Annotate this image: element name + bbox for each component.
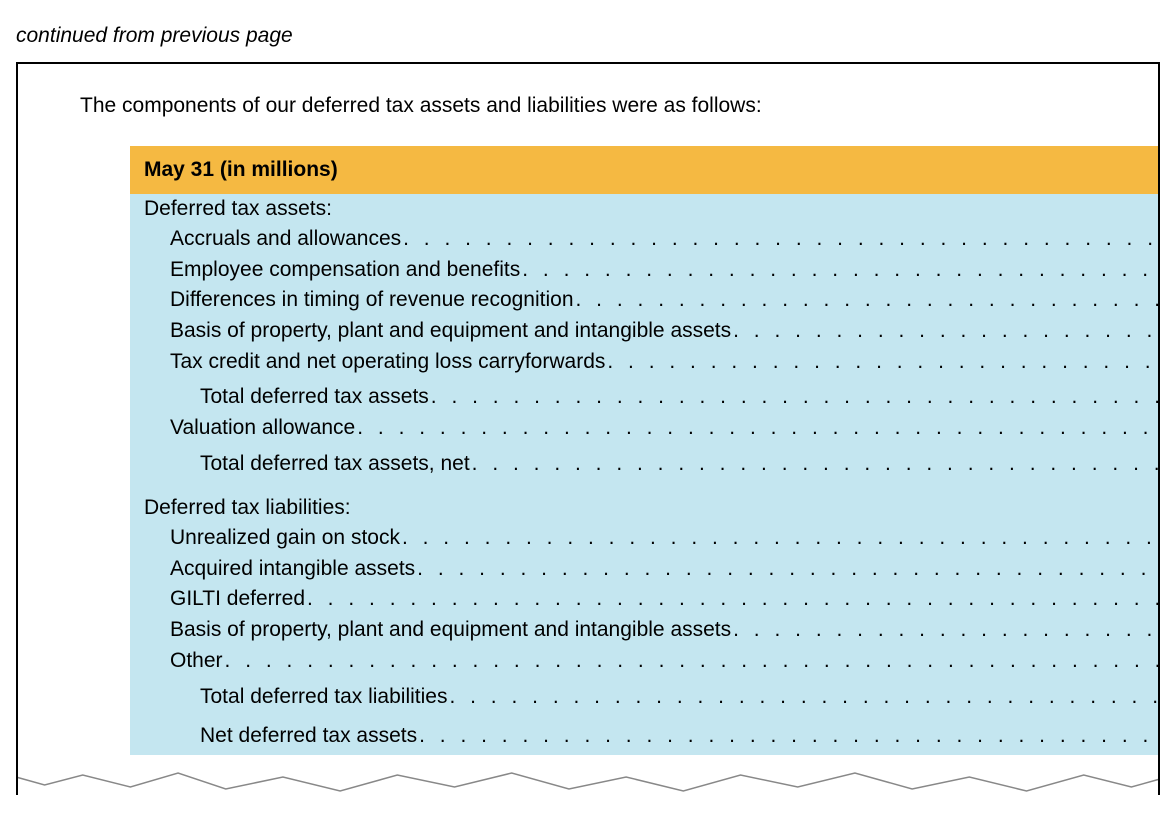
table-row: Tax credit and net operating loss carryf… (130, 346, 1160, 377)
row-label: Differences in timing of revenue recogni… (130, 285, 1160, 315)
row-label: Employee compensation and benefits. . . … (130, 255, 1160, 285)
row-label: Total deferred tax assets, net. . . . . … (130, 448, 1160, 479)
row-label: Basis of property, plant and equipment a… (130, 316, 1160, 346)
row-label: Total deferred tax assets. . . . . . . .… (130, 382, 1160, 412)
row-label: Deferred tax liabilities: (130, 493, 1160, 523)
torn-edge (16, 767, 1160, 795)
table-row: GILTI deferred. . . . . . . . . . . . . … (130, 584, 1160, 614)
table-row: Accruals and allowances. . . . . . . . .… (130, 224, 1160, 254)
row-label: Acquired intangible assets. . . . . . . … (130, 554, 1160, 584)
table-row: Basis of property, plant and equipment a… (130, 615, 1160, 645)
table-row: Deferred tax assets: (130, 194, 1160, 224)
row-label: Deferred tax assets: (130, 194, 1160, 224)
row-label: Tax credit and net operating loss carryf… (130, 346, 1160, 377)
row-label: Accruals and allowances. . . . . . . . .… (130, 224, 1160, 254)
table-row: Employee compensation and benefits. . . … (130, 255, 1160, 285)
deferred-tax-table: May 31 (in millions) 2019 2018 Deferred … (130, 146, 1062, 755)
row-label: Other. . . . . . . . . . . . . . . . . .… (130, 645, 1160, 676)
table-row: Valuation allowance. . . . . . . . . . .… (130, 412, 1160, 443)
row-label: Total deferred tax liabilities. . . . . … (130, 681, 1160, 712)
row-label: Unrealized gain on stock. . . . . . . . … (130, 523, 1160, 553)
continued-from-previous: continued from previous page (16, 24, 1160, 48)
table-row: Differences in timing of revenue recogni… (130, 285, 1160, 315)
page: continued from previous page The compone… (0, 0, 1176, 795)
table-row: Basis of property, plant and equipment a… (130, 316, 1160, 346)
table-header-label: May 31 (in millions) (130, 146, 1160, 194)
table-row: Acquired intangible assets. . . . . . . … (130, 554, 1160, 584)
table-body: Deferred tax assets:Accruals and allowan… (130, 194, 1160, 755)
row-label: Net deferred tax assets. . . . . . . . .… (130, 720, 1160, 751)
table-row: Unrealized gain on stock. . . . . . . . … (130, 523, 1160, 553)
table-row: Net deferred tax assets. . . . . . . . .… (130, 720, 1160, 751)
content-frame: The components of our deferred tax asset… (16, 62, 1160, 795)
table-row: Deferred tax liabilities: (130, 493, 1160, 523)
row-label: Basis of property, plant and equipment a… (130, 615, 1160, 645)
table-row: Other. . . . . . . . . . . . . . . . . .… (130, 645, 1160, 676)
table: May 31 (in millions) 2019 2018 Deferred … (130, 146, 1160, 755)
intro-text: The components of our deferred tax asset… (80, 94, 1106, 118)
row-label: GILTI deferred. . . . . . . . . . . . . … (130, 584, 1160, 614)
table-header-row: May 31 (in millions) 2019 2018 (130, 146, 1160, 194)
table-row: Total deferred tax assets. . . . . . . .… (130, 382, 1160, 412)
table-row: Total deferred tax assets, net. . . . . … (130, 448, 1160, 479)
table-row: Total deferred tax liabilities. . . . . … (130, 681, 1160, 712)
row-label: Valuation allowance. . . . . . . . . . .… (130, 412, 1160, 443)
